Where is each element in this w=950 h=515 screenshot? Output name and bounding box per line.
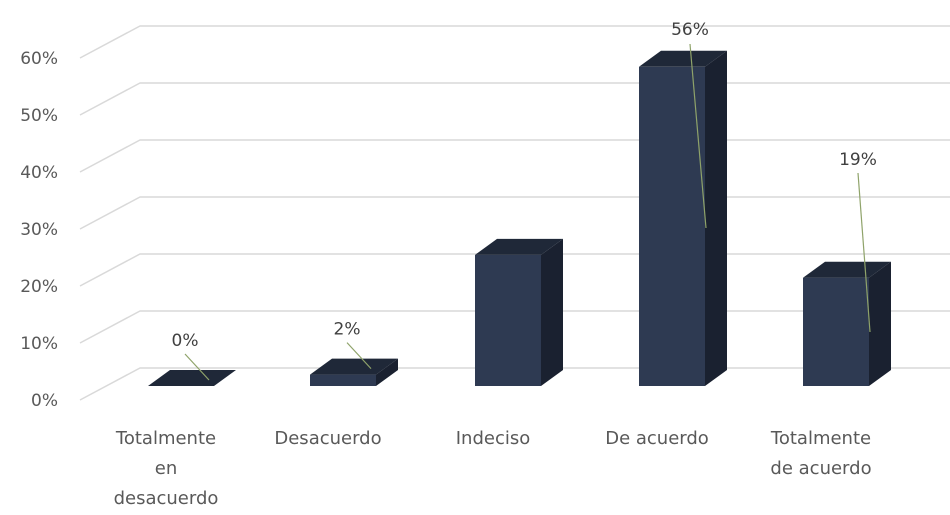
bar-front (310, 374, 376, 386)
bar-front (639, 66, 705, 387)
bar-top (148, 370, 236, 386)
bar-front (475, 254, 541, 386)
bar-top (475, 238, 563, 255)
leader-line (857, 172, 871, 333)
category-label: De acuerdo (605, 428, 709, 449)
data-label: 19% (839, 150, 877, 170)
bars (148, 50, 891, 387)
y-tick-label: 30% (20, 220, 58, 240)
data-label: 56% (671, 20, 709, 40)
bar (803, 261, 891, 386)
x-axis-categories: Totalmente en desacuerdo Desacuerdo Indeciso… (114, 428, 872, 509)
bar (475, 238, 563, 386)
y-tick-label: 60% (20, 49, 58, 69)
y-tick-label: 10% (20, 334, 58, 354)
gridline (79, 196, 950, 230)
bar-side (541, 238, 563, 386)
leader-line (184, 353, 210, 381)
gridline (79, 25, 950, 59)
gridlines (79, 25, 950, 401)
y-tick-label: 0% (31, 391, 58, 411)
category-label: Totalmente (770, 428, 871, 449)
bar-top (803, 261, 891, 278)
category-label: Desacuerdo (274, 428, 381, 449)
category-label: en (155, 458, 177, 479)
data-labels: 0% 2% 56% 19% (172, 20, 877, 351)
leader-line (689, 43, 707, 229)
bar-side (376, 358, 398, 386)
bar-side (869, 261, 891, 386)
bar-top (310, 358, 398, 375)
bar (148, 370, 236, 386)
y-tick-label: 50% (20, 106, 58, 126)
bar (310, 358, 398, 386)
bar-side (705, 50, 727, 387)
bar (639, 50, 727, 387)
gridline (79, 139, 950, 173)
y-tick-label: 40% (20, 163, 58, 183)
category-label: Totalmente (115, 428, 216, 449)
data-label: 2% (334, 320, 361, 340)
category-label: desacuerdo (114, 488, 219, 509)
category-label: Indeciso (456, 428, 531, 449)
y-tick-label: 20% (20, 277, 58, 297)
data-label: 0% (172, 331, 199, 351)
y-axis-ticks: 0% 10% 20% 30% 40% 50% 60% (20, 49, 58, 411)
category-label: de acuerdo (770, 458, 871, 479)
gridline (79, 82, 950, 116)
leader-line (346, 342, 372, 370)
leader-lines (184, 43, 871, 381)
bar-top (639, 50, 727, 67)
bar-front (803, 277, 869, 386)
